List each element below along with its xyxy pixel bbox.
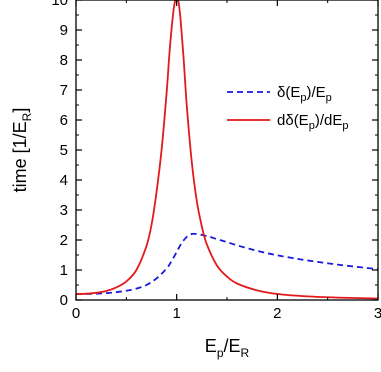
y-tick-label: 6 <box>60 112 68 129</box>
x-axis-title: Ep/ER <box>205 336 250 360</box>
series-layer <box>76 0 378 300</box>
y-tick-label: 3 <box>60 202 68 219</box>
y-tick-label: 5 <box>60 142 68 159</box>
y-tick-label: 0 <box>60 292 68 309</box>
ticks-layer <box>75 0 379 301</box>
y-tick-label: 7 <box>60 82 68 99</box>
y-tick-label: 8 <box>60 52 68 69</box>
x-tick-label: 0 <box>72 305 80 322</box>
y-tick-label: 9 <box>60 22 68 39</box>
legend-label-derivative: dδ(Ep)/dEp <box>277 112 348 132</box>
series-line-delta <box>76 232 378 295</box>
plot-frame <box>75 0 379 301</box>
x-tick-label: 2 <box>273 305 281 322</box>
legend-label-delta: δ(Ep)/Ep <box>277 84 332 104</box>
labels-layer: 0 1 2 3 0 1 2 3 4 5 6 7 8 9 10 <box>51 0 381 322</box>
y-tick-label: 1 <box>60 262 68 279</box>
x-tick-label: 3 <box>374 305 381 322</box>
legend: δ(Ep)/Ep dδ(Ep)/dEp <box>227 84 348 132</box>
y-tick-label: 10 <box>51 0 68 9</box>
series-line-derivative <box>76 0 378 300</box>
y-axis-title: time [1/ER] <box>10 108 34 193</box>
x-tick-label: 1 <box>172 305 180 322</box>
y-tick-label: 2 <box>60 232 68 249</box>
y-tick-label: 4 <box>60 172 68 189</box>
